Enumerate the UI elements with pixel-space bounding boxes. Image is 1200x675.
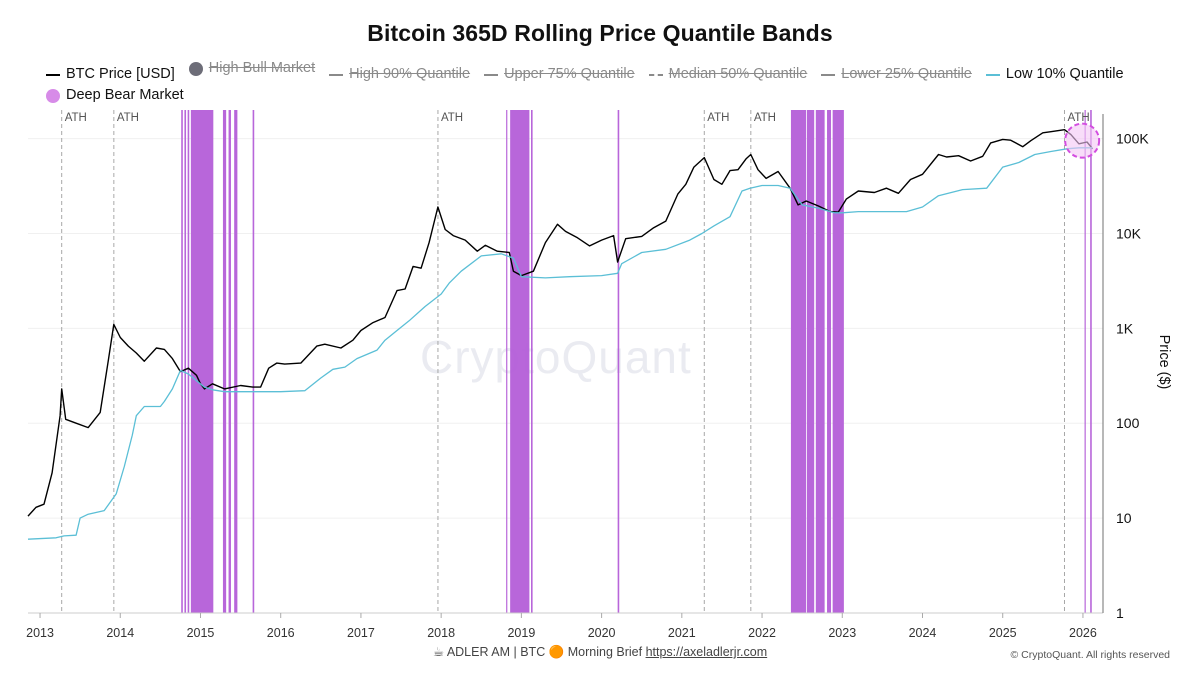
deep-bear-bar <box>617 110 620 613</box>
legend-swatch <box>329 73 344 76</box>
ath-label: ATH <box>1067 112 1089 124</box>
x-tick-label-2018: 2018 <box>427 626 455 640</box>
watermark: CryptoQuant <box>420 331 692 383</box>
x-tick-label-2025: 2025 <box>989 626 1017 640</box>
legend-label: High 90% Quantile <box>349 66 471 82</box>
deep-bear-bar <box>1090 110 1092 613</box>
legend-item-deep-bear-market[interactable]: Deep Bear Market <box>46 85 184 106</box>
y-axis-title: Price ($) <box>1156 335 1172 390</box>
deep-bear-bar <box>827 110 832 613</box>
deep-bear-bar <box>252 110 255 613</box>
ath-label: ATH <box>117 112 139 124</box>
y-tick-label-100K: 100K <box>1116 131 1149 147</box>
deep-bear-bar <box>531 110 533 613</box>
legend-label: Deep Bear Market <box>66 87 184 103</box>
legend-label: Lower 25% Quantile <box>841 66 972 82</box>
copyright: © CryptoQuant. All rights reserved <box>1010 649 1170 661</box>
highlight-circle <box>1064 122 1101 159</box>
x-tick-label-2017: 2017 <box>347 626 375 640</box>
deep-bear-bar <box>510 110 530 613</box>
legend-item-low-10-quantile[interactable]: Low 10% Quantile <box>985 64 1124 85</box>
legend-item-lower-25-quantile[interactable]: Lower 25% Quantile <box>821 64 972 85</box>
deep-bear-bar <box>190 110 214 613</box>
y-tick-label-1: 1 <box>1116 605 1124 621</box>
series-low-10-quantile <box>27 147 1093 540</box>
legend-swatch <box>46 73 60 76</box>
legend-swatch <box>46 88 60 103</box>
chart-title: Bitcoin 365D Rolling Price Quantile Band… <box>367 20 833 46</box>
legend-label: BTC Price [USD] <box>66 66 175 82</box>
y-tick-label-1K: 1K <box>1116 320 1134 336</box>
legend-item-upper-75-quantile[interactable]: Upper 75% Quantile <box>484 64 635 85</box>
y-tick-label-100: 100 <box>1116 415 1140 431</box>
footer-link[interactable]: https://axeladlerjr.com <box>645 645 768 659</box>
x-tick-label-2022: 2022 <box>748 626 776 640</box>
legend-swatch <box>821 73 836 76</box>
legend-label: High Bull Market <box>208 60 316 76</box>
footer-prefix: ☕ ADLER AM | BTC 🟠 Morning Brief <box>432 645 643 659</box>
series-btc-price-usd- <box>27 129 1094 517</box>
legend-item-high-bull-market[interactable]: High Bull Market <box>188 58 316 79</box>
axis-layer: 1 10 100 1K 10K 100K 2013 2014 2015 2016 2017 2018 2… <box>26 114 1172 640</box>
deep-bear-bar <box>815 110 825 613</box>
deep-bear-bar <box>790 110 807 613</box>
footer: ☕ ADLER AM | BTC 🟠 Morning Brief https:/… <box>0 644 1200 660</box>
deep-bear-bar <box>832 110 844 613</box>
x-tick-label-2026: 2026 <box>1069 626 1097 640</box>
x-tick-label-2019: 2019 <box>507 626 535 640</box>
deep-bear-bar <box>181 110 183 613</box>
legend-swatch <box>188 61 203 76</box>
x-tick-label-2013: 2013 <box>26 626 54 640</box>
deep-bear-bar <box>806 110 815 613</box>
y-tick-label-10: 10 <box>1116 510 1132 526</box>
y-tick-label-10K: 10K <box>1116 225 1142 241</box>
legend-label: Median 50% Quantile <box>668 66 808 82</box>
deep-bear-bar <box>228 110 231 613</box>
deep-bear-bar <box>184 110 187 613</box>
x-tick-label-2021: 2021 <box>668 626 696 640</box>
deep-bear-bar <box>506 110 508 613</box>
legend-label: Upper 75% Quantile <box>504 66 635 82</box>
legend-label: Low 10% Quantile <box>1005 66 1124 82</box>
ath-label: ATH <box>65 112 87 124</box>
ath-label: ATH <box>707 112 729 124</box>
legend: BTC Price [USD] High Bull Market High 90% … <box>46 58 1176 110</box>
legend-item-btc-price-usd-[interactable]: BTC Price [USD] <box>46 64 175 85</box>
legend-swatch <box>648 73 663 76</box>
deep-bear-bar <box>234 110 238 613</box>
ath-label: ATH <box>754 112 776 124</box>
deep-bear-bar <box>187 110 190 613</box>
x-tick-label-2014: 2014 <box>106 626 134 640</box>
x-tick-label-2015: 2015 <box>187 626 215 640</box>
deep-bear-bar <box>222 110 227 613</box>
x-tick-label-2020: 2020 <box>588 626 616 640</box>
x-tick-label-2023: 2023 <box>828 626 856 640</box>
legend-swatch <box>985 73 1000 76</box>
ath-label: ATH <box>441 112 463 124</box>
deep-bear-bars <box>181 110 1092 613</box>
legend-swatch <box>484 73 499 76</box>
x-tick-label-2024: 2024 <box>909 626 937 640</box>
series-layer <box>27 122 1101 540</box>
ath-lines: ATH ATH ATH ATH ATH ATH <box>61 110 1090 613</box>
legend-item-median-50-quantile[interactable]: Median 50% Quantile <box>648 64 808 85</box>
deep-bear-bar <box>1084 110 1086 613</box>
x-tick-label-2016: 2016 <box>267 626 295 640</box>
legend-item-high-90-quantile[interactable]: High 90% Quantile <box>329 64 470 85</box>
